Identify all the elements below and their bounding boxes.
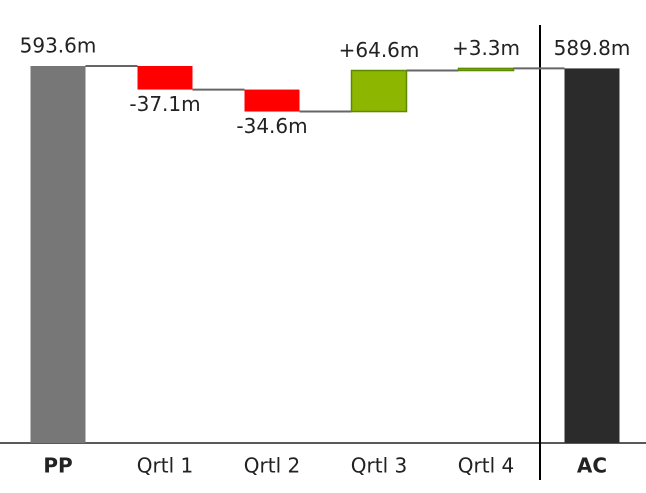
value-label: -37.1m <box>129 92 200 116</box>
value-label: +64.6m <box>339 38 420 62</box>
category-label: Qrtl 2 <box>244 454 300 478</box>
delta-bar <box>244 89 300 112</box>
value-label: 589.8m <box>554 36 631 60</box>
delta-bar <box>350 69 408 113</box>
category-label: AC <box>577 454 607 478</box>
delta-bar <box>137 66 193 90</box>
value-label: +3.3m <box>452 36 520 60</box>
category-label: Qrtl 3 <box>351 454 407 478</box>
category-label: PP <box>43 454 72 478</box>
delta-bar <box>457 67 515 72</box>
category-label: Qrtl 4 <box>458 454 514 478</box>
value-label: -34.6m <box>236 114 307 138</box>
value-label: 593.6m <box>20 34 97 58</box>
category-label: Qrtl 1 <box>137 454 193 478</box>
total-bar <box>30 66 86 443</box>
total-bar <box>564 68 620 444</box>
